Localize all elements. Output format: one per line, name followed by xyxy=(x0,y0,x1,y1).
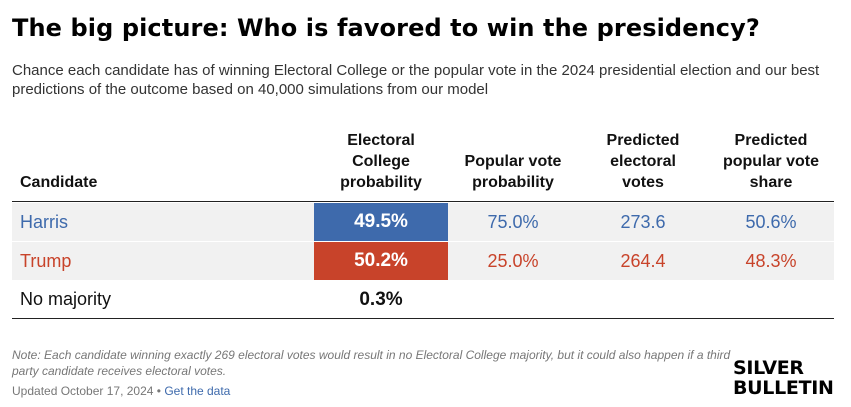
no-majority-ec-probability: 0.3% xyxy=(359,288,403,310)
column-header-popular-probability: Popular vote probability xyxy=(464,153,562,191)
footnote: Note: Each candidate winning exactly 269… xyxy=(12,348,731,378)
candidate-name-harris: Harris xyxy=(20,211,68,232)
trump-ec-box xyxy=(314,242,448,280)
harris-predicted-electoral-votes: 273.6 xyxy=(620,211,666,232)
page-title: The big picture: Who is favored to win t… xyxy=(12,14,760,42)
table-row-no-majority: No majority 0.3% xyxy=(12,280,834,319)
logo-line-2: BULLETIN xyxy=(733,377,834,399)
column-header-candidate: Candidate xyxy=(20,174,98,191)
table-row-harris: Harris 49.5% 75.0% 273.6 50.6% xyxy=(12,202,834,241)
table-row-trump: Trump 50.2% 25.0% 264.4 48.3% xyxy=(12,241,834,280)
get-data-link[interactable]: Get the data xyxy=(164,384,231,398)
candidate-name-trump: Trump xyxy=(20,250,72,271)
trump-popular-probability: 25.0% xyxy=(487,250,539,271)
trump-ec-probability: 50.2% xyxy=(354,250,408,271)
updated-line: Updated October 17, 2024 • Get the data xyxy=(12,384,230,398)
silver-bulletin-logo: SILVER BULLETIN xyxy=(733,358,837,398)
harris-ec-probability: 49.5% xyxy=(354,211,408,232)
candidate-name-no-majority: No majority xyxy=(20,289,112,309)
harris-ec-box xyxy=(314,203,448,241)
harris-popular-probability: 75.0% xyxy=(487,211,539,232)
trump-predicted-electoral-votes: 264.4 xyxy=(620,250,666,271)
column-header-predicted-electoral-votes: Predicted electoral votes xyxy=(606,132,680,191)
logo-line-1: SILVER xyxy=(733,357,804,379)
column-header-predicted-vote-share: Predicted popular vote share xyxy=(722,132,819,191)
page-subtitle: Chance each candidate has of winning Ele… xyxy=(12,62,820,98)
harris-predicted-vote-share: 50.6% xyxy=(745,211,797,232)
column-header-ec-probability: Electoral College probability xyxy=(340,132,422,191)
table-header-row: Candidate Electoral College probability … xyxy=(12,128,834,202)
forecast-table: Candidate Electoral College probability … xyxy=(12,128,834,319)
trump-predicted-vote-share: 48.3% xyxy=(745,250,797,271)
updated-date: Updated October 17, 2024 • xyxy=(12,384,165,398)
